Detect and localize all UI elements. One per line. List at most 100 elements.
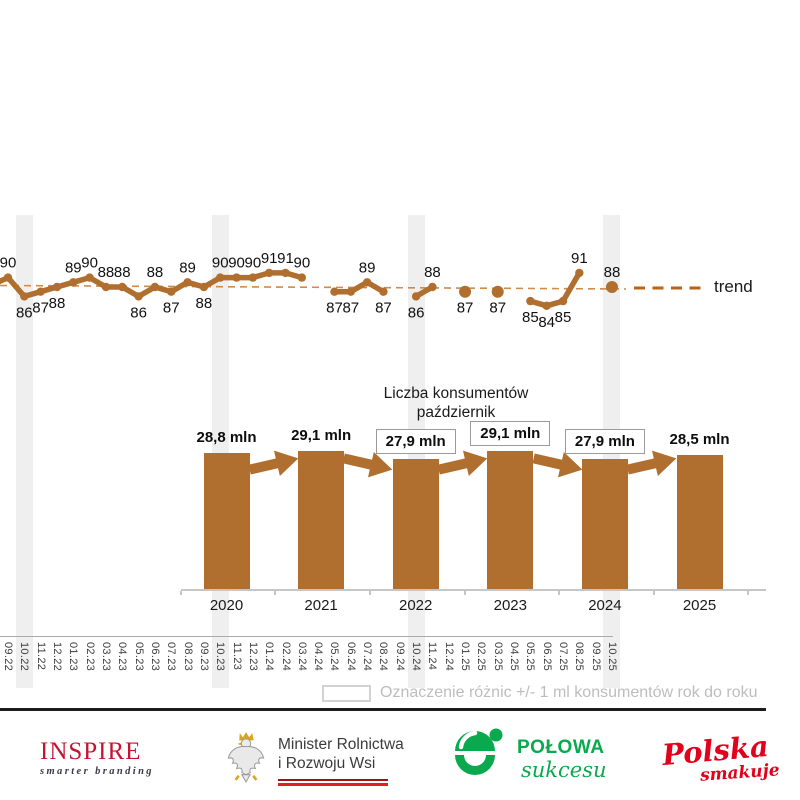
polowa-circle-icon (455, 728, 503, 775)
data-point (85, 273, 94, 282)
month-tick-label: 02.23 (83, 642, 96, 672)
month-tick-label: 05.25 (524, 642, 537, 672)
data-point (69, 278, 78, 287)
month-axis-line (0, 636, 613, 637)
bar-value-label: 29,1 mln (470, 421, 551, 446)
data-point (232, 273, 241, 282)
year-bar (203, 453, 250, 589)
data-point-label: 88 (98, 264, 115, 281)
legend-note: Oznaczenie różnic +/- 1 ml konsumentów r… (322, 684, 758, 702)
month-tick-label: 03.24 (295, 642, 308, 672)
inspire-tagline: smarter branding (40, 766, 154, 777)
data-point-label: 84 (538, 314, 555, 331)
data-point-label: 86 (16, 304, 33, 321)
data-point-label: 91 (571, 250, 588, 267)
polish-eagle-icon (227, 732, 265, 783)
month-tick-label: 12.23 (246, 642, 259, 672)
month-tick-label: 09.23 (197, 642, 210, 672)
data-point-label: 89 (179, 259, 196, 276)
polska-smakuje-logo: Polska smakuje (661, 729, 781, 786)
data-point (411, 292, 421, 301)
year-bar (298, 451, 345, 589)
data-point (216, 273, 225, 282)
month-tick-label: 08.24 (377, 642, 390, 672)
bar-value-label: 29,1 mln (291, 427, 352, 444)
polowa-tagline: sukcesu (521, 758, 607, 782)
inspire-logo: INSPIRE smarter branding (40, 739, 154, 777)
trend-arrow-up-icon (248, 450, 299, 476)
axis-tick (652, 591, 655, 595)
data-point (281, 268, 290, 278)
data-point (264, 268, 274, 278)
consumer-series-line (527, 270, 583, 309)
data-point (362, 278, 372, 287)
data-point-label: 87 (326, 300, 343, 317)
data-point-label: 88 (424, 264, 441, 281)
data-point (199, 282, 209, 292)
data-point (118, 282, 127, 292)
axis-tick (463, 591, 466, 595)
month-tick-label: 10.25 (605, 642, 618, 672)
month-tick-label: 12.22 (50, 642, 63, 672)
polowa-wordmark: POŁOWA (517, 737, 605, 758)
year-bar (581, 459, 628, 589)
month-tick-label: 05.24 (328, 642, 341, 672)
axis-tick (274, 591, 277, 595)
month-tick-label: 01.25 (459, 642, 472, 672)
flag-stripes-icon (278, 779, 388, 786)
month-tick-label: 01.24 (263, 642, 276, 672)
trend-arrow-down-icon (342, 452, 393, 478)
data-point-label: 88 (49, 295, 66, 312)
data-point (20, 292, 29, 301)
data-point-label: 90 (81, 255, 98, 272)
bar-chart-title-line1: Liczba konsumentów (383, 385, 529, 402)
data-point (526, 296, 535, 306)
month-tick-label: 06.23 (148, 642, 161, 672)
data-point (428, 282, 437, 292)
data-point (575, 268, 584, 278)
data-point (101, 282, 111, 292)
polska-tagline: smakuje (699, 760, 781, 786)
month-tick-label: 04.24 (312, 642, 325, 672)
ministry-name-line2: i Rozwoju Wsi (278, 755, 376, 772)
trend-arrow-up-icon (437, 450, 488, 476)
data-point (150, 282, 160, 292)
consumer-series-line (331, 279, 387, 295)
year-label: 2025 (682, 597, 717, 614)
month-tick-label: 11.22 (34, 642, 47, 671)
year-bar (487, 451, 534, 589)
data-point-label: 90 (228, 255, 245, 272)
year-bar (392, 459, 439, 589)
data-point (52, 282, 62, 292)
month-tick-label: 07.24 (361, 642, 374, 672)
data-point-label: 87 (32, 300, 49, 317)
month-tick-label: 11.23 (230, 642, 243, 671)
month-tick-label: 02.24 (279, 642, 292, 672)
month-tick-label: 06.25 (540, 642, 553, 672)
data-point (459, 285, 472, 298)
data-point (134, 292, 143, 301)
month-tick-label: 06.24 (344, 642, 357, 672)
ministry-name-line1: Minister Rolnictwa (278, 736, 404, 753)
month-tick-label: 09.22 (2, 642, 14, 672)
bar-value-label: 27,9 mln (375, 429, 456, 454)
year-label: 2023 (493, 597, 527, 614)
month-tick-label: 04.25 (508, 642, 521, 672)
month-tick-label: 07.25 (557, 642, 570, 672)
month-tick-label: 04.23 (116, 642, 129, 672)
trend-arrow-up-icon (626, 450, 677, 476)
data-point-label: 87 (342, 300, 359, 317)
data-point (248, 273, 258, 282)
month-tick-label: 05.23 (132, 642, 145, 672)
month-tick-label: 03.23 (99, 642, 112, 672)
year-bar (676, 455, 723, 589)
bar-chart-title-line2: październik (416, 404, 496, 421)
data-point-label: 90 (212, 255, 229, 272)
legend-note-text: Oznaczenie różnic +/- 1 ml konsumentów r… (380, 684, 758, 701)
month-tick-label: 07.23 (165, 642, 178, 672)
bar-value-label: 28,5 mln (669, 431, 730, 448)
month-tick-label: 12.24 (442, 642, 455, 672)
data-point-label: 89 (359, 259, 376, 276)
